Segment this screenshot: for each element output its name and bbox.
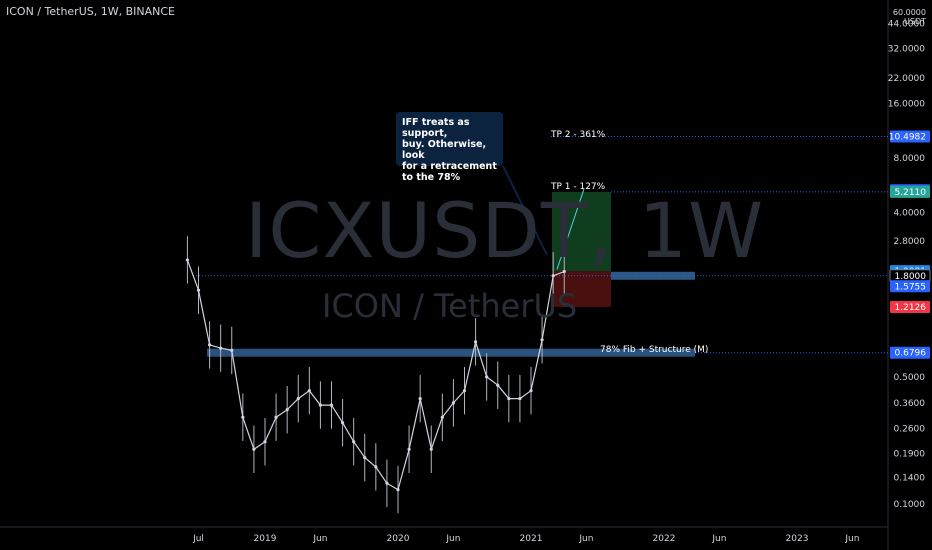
tp2-label: TP 2 - 361% bbox=[551, 130, 606, 140]
x-tick-label: Jun bbox=[578, 534, 593, 544]
y-tick-label: 0.3600 bbox=[894, 399, 926, 409]
price-point bbox=[429, 447, 433, 451]
price-point bbox=[540, 338, 544, 342]
watermark-symbol: ICXUSDT, 1W bbox=[245, 186, 765, 275]
price-point bbox=[285, 408, 289, 412]
x-tick-label: 2023 bbox=[786, 534, 809, 544]
y-tick-label: 44.0000 bbox=[888, 19, 925, 29]
projection-arrow bbox=[556, 188, 585, 270]
price-point bbox=[407, 447, 411, 451]
price-point bbox=[396, 488, 400, 492]
fib-label: 78% Fib + Structure (M) bbox=[600, 345, 709, 355]
fib-structure-zone bbox=[207, 348, 695, 357]
callout-pointer bbox=[502, 165, 548, 256]
y-tick-label: 0.5000 bbox=[894, 373, 926, 383]
chart-header: ICON / TetherUS, 1W, BINANCE bbox=[6, 5, 176, 18]
price-label-text: 0.6796 bbox=[895, 349, 927, 359]
price-point bbox=[418, 396, 422, 401]
price-label-badge bbox=[890, 130, 930, 143]
x-tick-label: Jul bbox=[192, 534, 204, 544]
price-point bbox=[263, 440, 267, 444]
price-label-text: 1.2126 bbox=[895, 303, 927, 313]
x-tick-label: Jun bbox=[312, 534, 327, 544]
price-point bbox=[185, 258, 190, 262]
y-tick-label: 0.1900 bbox=[894, 449, 926, 459]
price-point bbox=[462, 389, 467, 393]
price-point bbox=[340, 421, 345, 425]
price-point bbox=[230, 348, 234, 352]
price-point bbox=[352, 440, 356, 444]
x-tick-label: 2020 bbox=[387, 534, 410, 544]
x-tick-label: Jun bbox=[711, 534, 726, 544]
price-point bbox=[485, 375, 489, 379]
price-point bbox=[318, 403, 323, 407]
price-point bbox=[274, 415, 278, 419]
price-point bbox=[307, 389, 311, 393]
y-tick-label: 4.0000 bbox=[894, 209, 926, 219]
price-point bbox=[440, 415, 444, 419]
y-tick-label: 16.0000 bbox=[888, 99, 925, 109]
tp1-label: TP 1 - 127% bbox=[551, 182, 606, 192]
x-tick-label: Jun bbox=[445, 534, 460, 544]
price-point bbox=[451, 401, 456, 405]
price-label-text: 1.8000 bbox=[895, 272, 927, 282]
axis-currency-label: USDT bbox=[904, 17, 926, 26]
price-point bbox=[473, 340, 478, 344]
price-point bbox=[296, 396, 300, 401]
price-point bbox=[207, 343, 212, 347]
price-point bbox=[518, 396, 522, 401]
x-tick-label: Jun bbox=[844, 534, 859, 544]
price-label-text: 5.2110 bbox=[895, 188, 927, 198]
price-label-text: 1.5755 bbox=[895, 282, 927, 292]
y-tick-label: 32.0000 bbox=[888, 45, 925, 55]
y-tick-label: 22.0000 bbox=[888, 74, 925, 84]
axis-currency: 60.0000 USDT bbox=[893, 8, 926, 26]
price-label-badge bbox=[890, 280, 930, 293]
price-point bbox=[562, 269, 566, 274]
axis-top-partial: 60.0000 bbox=[892, 8, 926, 17]
price-label-badge bbox=[890, 185, 930, 198]
price-point bbox=[252, 447, 256, 451]
price-point bbox=[196, 288, 201, 292]
price-point bbox=[529, 389, 533, 393]
callout-note: IFF treats as support, buy. Otherwise, l… bbox=[396, 112, 503, 183]
y-tick-label: 2.8000 bbox=[894, 237, 926, 247]
watermark-name: ICON / TetherUS bbox=[322, 287, 578, 325]
y-tick-label: 0.2600 bbox=[894, 425, 926, 435]
price-label-badge bbox=[890, 300, 930, 313]
x-tick-label: 2021 bbox=[520, 534, 543, 544]
x-tick-label: 2019 bbox=[254, 534, 277, 544]
y-tick-label: 0.1400 bbox=[894, 473, 926, 483]
price-point bbox=[363, 455, 367, 460]
profit-zone bbox=[552, 191, 611, 272]
y-tick-label: 8.0000 bbox=[894, 154, 926, 164]
price-point bbox=[374, 465, 378, 469]
price-point bbox=[496, 383, 500, 387]
price-point bbox=[241, 415, 245, 419]
x-tick-label: 2022 bbox=[653, 534, 676, 544]
y-tick-label: 0.1000 bbox=[894, 500, 926, 510]
price-point bbox=[219, 346, 223, 350]
price-point bbox=[551, 274, 555, 278]
risk-zone bbox=[552, 271, 611, 307]
price-point bbox=[385, 481, 389, 485]
price-label-text: 10.4982 bbox=[889, 133, 926, 143]
price-point bbox=[507, 396, 511, 401]
price-point bbox=[329, 403, 334, 407]
price-label-badge bbox=[890, 346, 930, 359]
